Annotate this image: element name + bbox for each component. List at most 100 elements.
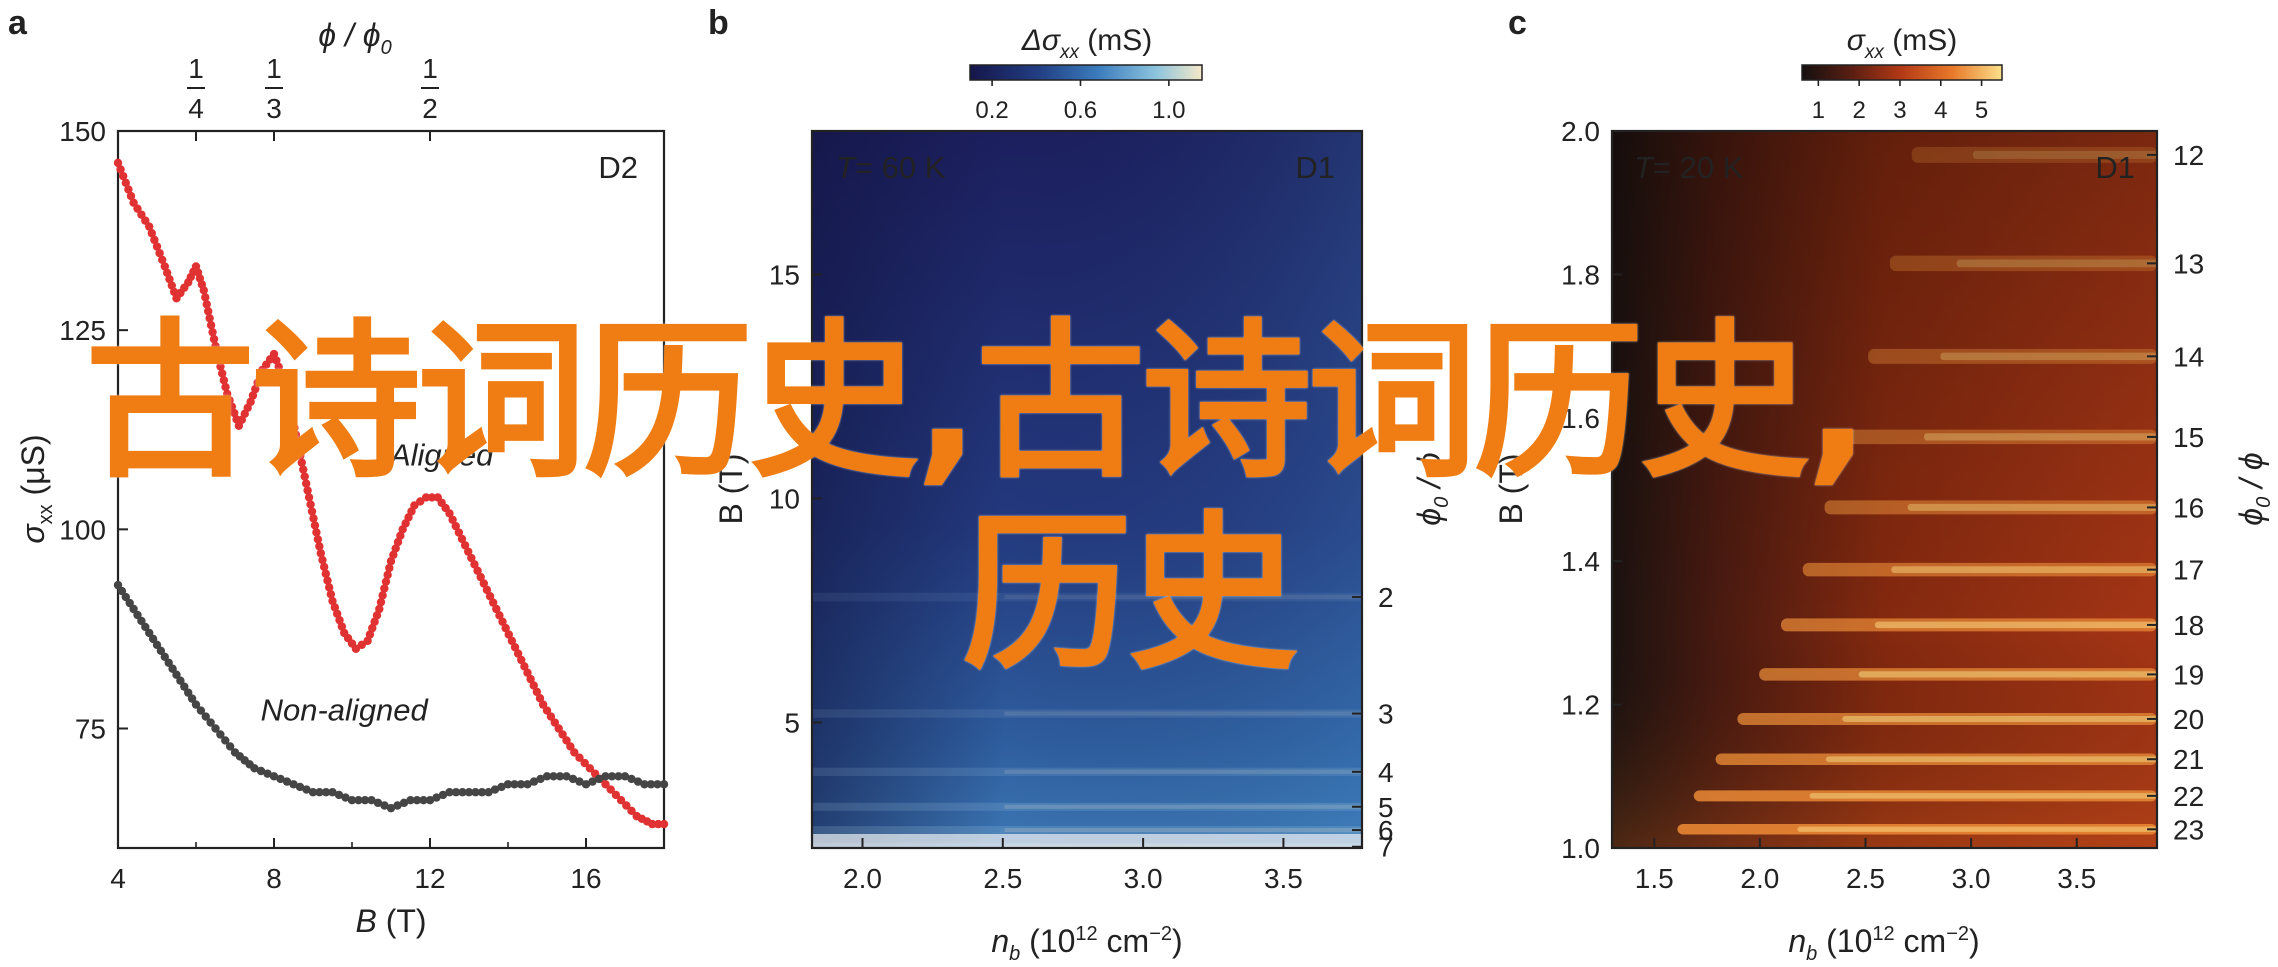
data-point: [648, 819, 657, 829]
data-point: [221, 736, 230, 745]
data-point: [326, 590, 336, 599]
data-point: [464, 547, 473, 556]
data-point: [211, 724, 220, 733]
data-point: [150, 235, 159, 245]
data-point: [611, 790, 621, 800]
data-point: [393, 801, 402, 810]
panel-b-oscillation-stripe: [812, 826, 1362, 835]
data-point: [255, 372, 265, 381]
panel-a-top-tick-denominator: 3: [266, 93, 282, 124]
data-point: [380, 801, 389, 810]
data-point: [581, 780, 591, 789]
data-point: [248, 391, 258, 400]
data-point: [316, 549, 325, 558]
panel-b-right-tick-label: 4: [1378, 757, 1394, 788]
data-point: [575, 777, 584, 786]
data-point: [148, 634, 158, 644]
panel-b-oscillation-stripe-core: [1004, 594, 1362, 600]
data-point: [546, 712, 556, 721]
panel-a-plot-frame: [116, 129, 666, 850]
data-point: [485, 592, 495, 601]
panel-c-right-axis-label: ϕ0 / ϕ: [2233, 452, 2275, 525]
data-point: [169, 287, 179, 297]
data-point: [276, 774, 285, 784]
data-point: [315, 542, 324, 551]
panel-b-sample-label: D1: [1295, 150, 1335, 185]
data-point: [477, 788, 487, 797]
data-point: [145, 222, 154, 231]
panel-b-xtick-label: 3.0: [1124, 863, 1163, 894]
panel-b-label: b: [708, 4, 729, 42]
data-point: [328, 788, 337, 797]
data-point: [324, 583, 334, 592]
data-point: [606, 785, 615, 794]
data-point: [205, 314, 214, 323]
data-point: [309, 514, 318, 523]
panel-c-sample-label: D1: [2095, 150, 2135, 185]
data-point: [575, 753, 584, 762]
data-point: [497, 782, 506, 792]
data-point: [302, 785, 311, 794]
data-point: [464, 788, 474, 797]
panel-c-right-tick-label: 20: [2173, 704, 2204, 735]
panel-c-ytick-label: 1.4: [1561, 546, 1600, 577]
panel-c-right-tick-label: 22: [2173, 781, 2204, 812]
data-point: [116, 165, 125, 174]
panel-b-oscillation-stripe: [812, 802, 1362, 811]
data-point: [184, 688, 193, 697]
data-point: [291, 430, 301, 439]
panel-c-xtick-label: 2.0: [1740, 863, 1779, 894]
data-point: [501, 623, 510, 633]
data-point: [438, 790, 448, 800]
data-point: [124, 185, 133, 194]
data-point: [117, 586, 127, 596]
data-point: [133, 204, 142, 213]
data-point: [141, 622, 150, 632]
data-point: [337, 622, 347, 631]
panel-b-oscillation-stripe: [812, 767, 1362, 776]
panel-b-ytick-label: 5: [784, 708, 800, 739]
data-point: [367, 796, 376, 805]
data-point: [129, 198, 138, 207]
data-point: [318, 555, 327, 565]
data-point: [507, 636, 517, 646]
data-point: [133, 610, 142, 620]
data-point: [246, 397, 255, 407]
data-point: [646, 780, 656, 789]
data-point: [385, 563, 394, 573]
panel-c-right-tick-label: 12: [2173, 140, 2204, 171]
data-point: [212, 348, 222, 358]
data-point: [296, 451, 305, 460]
data-point: [391, 544, 400, 553]
data-point: [614, 772, 623, 781]
data-point: [217, 369, 227, 378]
data-point: [396, 531, 405, 540]
data-point: [386, 803, 396, 813]
data-point: [529, 681, 538, 690]
panel-c-right-tick-label: 18: [2173, 610, 2204, 641]
data-point: [570, 748, 579, 757]
panel-c-colorbar-tick-label: 2: [1852, 97, 1865, 124]
panel-b-colorbar-tick-label: 0.6: [1064, 97, 1097, 124]
panel-b-right-tick-label: 7: [1378, 832, 1394, 863]
panel-c-colorbar-label: σxx (mS): [1847, 24, 1957, 63]
panel-b-colorbar: [969, 64, 1203, 81]
panel-c-colorbar: [1801, 64, 2003, 81]
data-point: [290, 423, 299, 432]
data-point: [141, 216, 150, 225]
data-point: [640, 780, 649, 789]
data-point: [223, 389, 232, 399]
panel-c-xtick-label: 3.5: [2057, 863, 2096, 894]
panel-c-plot-frame: [1610, 129, 2159, 850]
data-point: [206, 320, 216, 330]
panel-c-heatmap-shade: [1612, 131, 2157, 848]
panel-b-temperature-label: T= 60 K: [836, 150, 946, 185]
data-point: [473, 566, 482, 575]
panel-c-right-tick-label: 14: [2173, 341, 2204, 372]
data-point: [168, 664, 177, 673]
panel-b-oscillation-stripe-core: [1004, 769, 1362, 774]
data-point: [363, 636, 372, 646]
data-point: [201, 293, 210, 302]
panel-c-xlabel: nb (1012 cm−2): [1788, 923, 1979, 965]
